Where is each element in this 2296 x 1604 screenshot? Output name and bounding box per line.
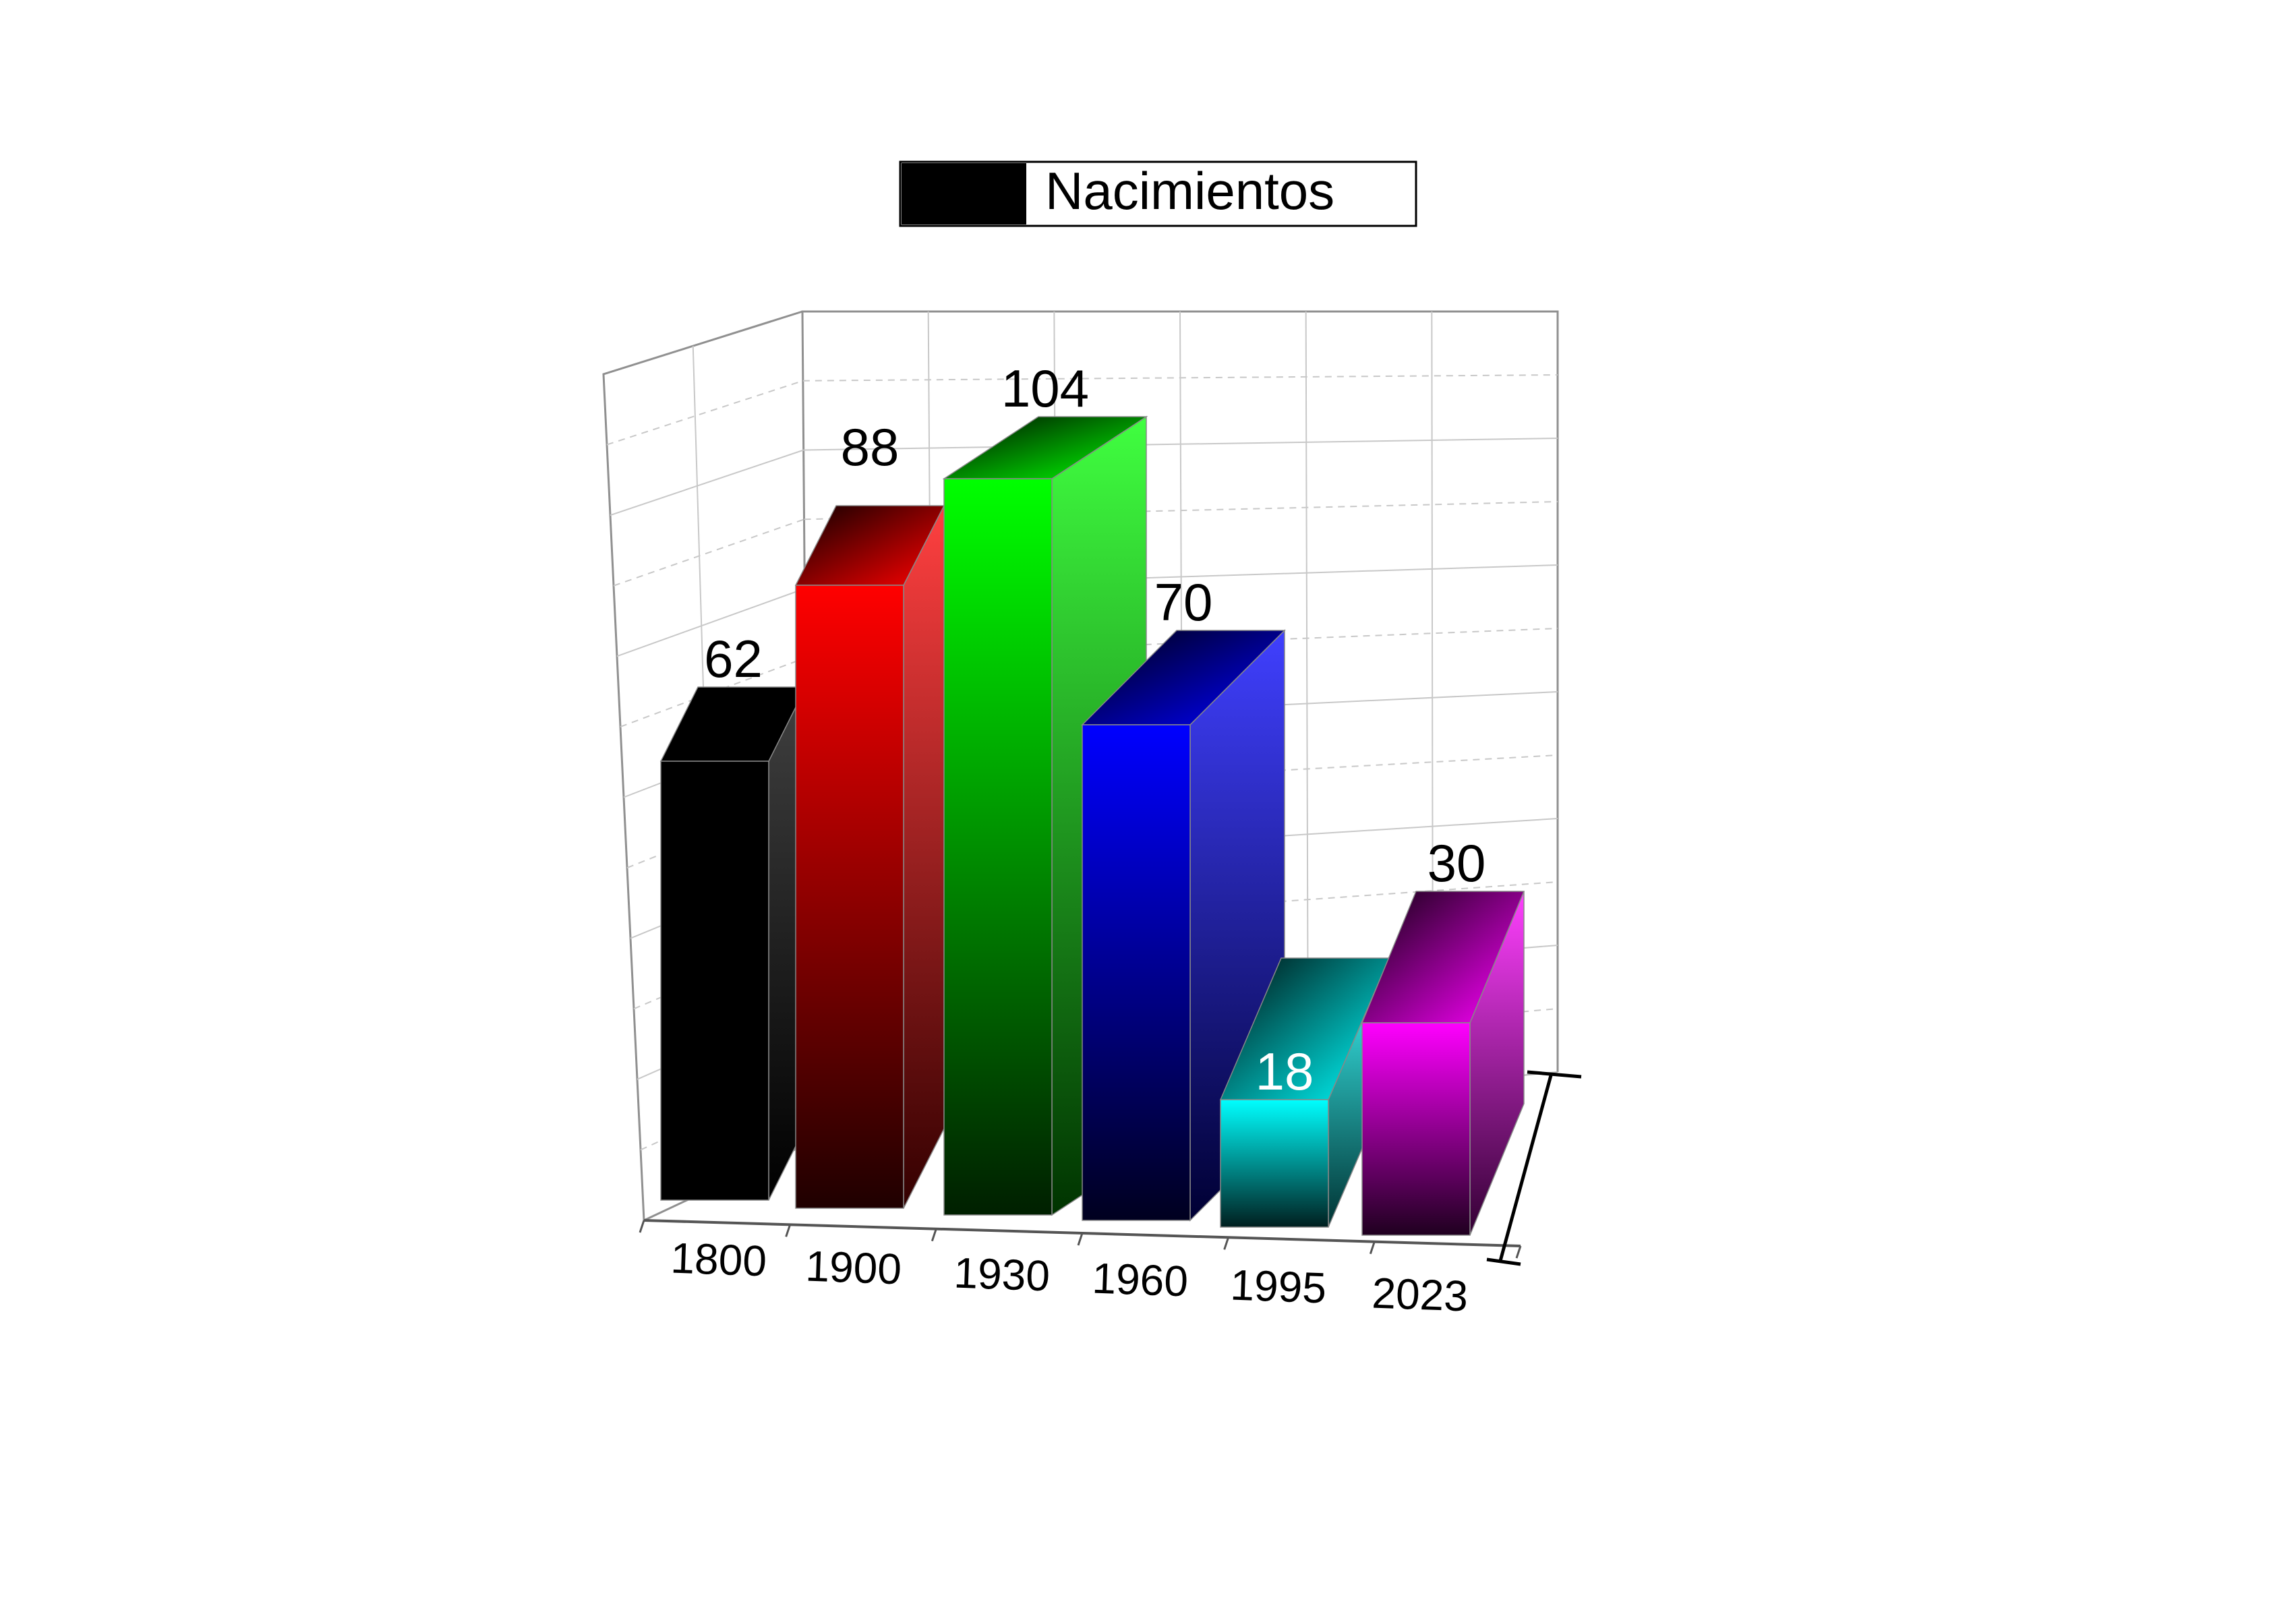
x-tick-labels: 1800 1900 1930 1960 1995 2023 bbox=[670, 1234, 1469, 1321]
legend-label: Nacimientos bbox=[1045, 161, 1334, 220]
x-tick-1960: 1960 bbox=[1091, 1254, 1189, 1306]
bars bbox=[659, 415, 1525, 1236]
x-tick-1900: 1900 bbox=[804, 1242, 902, 1294]
bar-1800 bbox=[659, 686, 807, 1201]
value-labels: 62 88 104 70 18 30 bbox=[704, 359, 1485, 1101]
value-label-1900: 88 bbox=[841, 417, 900, 477]
value-label-1800: 62 bbox=[704, 629, 763, 688]
value-label-1995: 18 bbox=[1256, 1042, 1314, 1101]
bar-1930 bbox=[942, 415, 1148, 1216]
bar-front-face bbox=[795, 585, 904, 1209]
bar-front-face bbox=[1220, 1099, 1329, 1228]
value-label-1960: 70 bbox=[1154, 572, 1213, 632]
bar-front-face bbox=[1082, 724, 1191, 1221]
x-tick-2023: 2023 bbox=[1371, 1269, 1469, 1321]
bar-2023 bbox=[1361, 891, 1525, 1236]
bar-1900 bbox=[794, 505, 945, 1209]
x-tick-1800: 1800 bbox=[670, 1234, 767, 1286]
value-label-2023: 30 bbox=[1427, 833, 1486, 893]
bar-front-face bbox=[1361, 1022, 1471, 1236]
legend: Nacimientos bbox=[899, 160, 1417, 227]
bar-front-face bbox=[943, 478, 1053, 1216]
legend-swatch bbox=[902, 163, 1026, 225]
bar-side-face bbox=[903, 505, 945, 1209]
value-label-1930: 104 bbox=[1001, 359, 1089, 418]
x-tick-1995: 1995 bbox=[1229, 1261, 1327, 1313]
bar-front-face bbox=[660, 761, 769, 1201]
x-tick-1930: 1930 bbox=[953, 1249, 1051, 1301]
